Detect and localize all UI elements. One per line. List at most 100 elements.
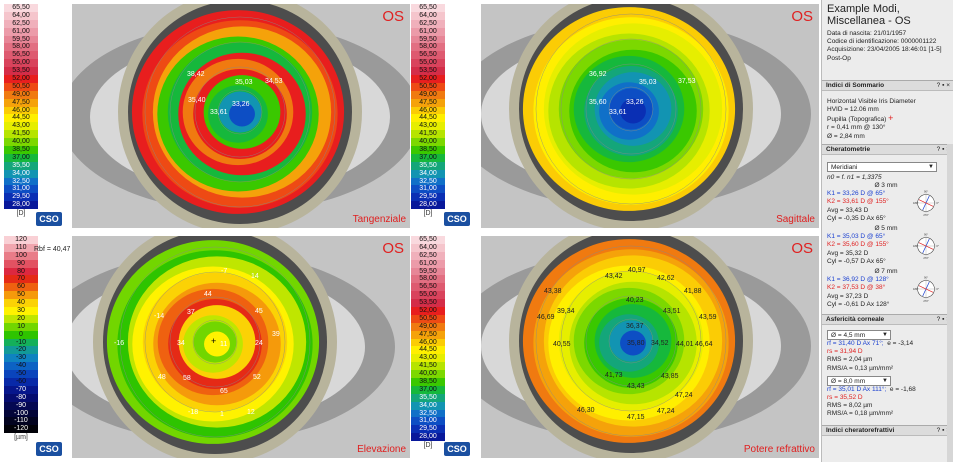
scale-step: 53,50: [4, 67, 38, 76]
rms-value: RMS = 2,04 µm: [827, 356, 873, 364]
cyl-value: Cyl = -0,35 D Ax 65°: [827, 214, 886, 222]
keratometry-zone: Ø 7 mm K1 = 36,92 D @ 128° K2 = 37,53 D …: [827, 268, 945, 311]
grid-circle: [169, 296, 261, 388]
refractive-power-map[interactable]: 43,42 40,97 42,62 43,38 41,88 39,34 40,23 43,51…: [481, 236, 819, 458]
cyl-value: Cyl = -0,61 D Ax 128°: [827, 300, 890, 308]
map-value: 33,26: [232, 101, 250, 108]
map-value: 37,53: [678, 78, 696, 85]
grid-circle: [535, 245, 727, 437]
keratometry-zone: Ø 5 mm K1 = 35,03 D @ 65° K2 = 35,60 D @…: [827, 225, 945, 268]
section-controls[interactable]: ? ▪ ×: [936, 81, 950, 89]
map-value: 37: [187, 309, 195, 316]
map-value: 48: [158, 374, 166, 381]
scale-step: -20: [4, 346, 38, 355]
map-value: 42,62: [657, 275, 675, 282]
section-controls[interactable]: ? ▪ ×: [936, 426, 950, 434]
tangential-map[interactable]: 38,42 35,03 34,53 35,40 33,26 33,61 OS Tangenzi…: [72, 4, 410, 228]
zone-diameter-select[interactable]: Ø = 8,0 mm ▼: [827, 375, 891, 386]
section-controls[interactable]: ? ▪ ×: [936, 145, 950, 153]
cso-logo: CSO: [36, 442, 62, 456]
color-zone: [620, 330, 646, 356]
map-value: 47,24: [657, 408, 675, 415]
patient-id: Codice di identificazione: 0000001122: [827, 38, 937, 46]
scale-step: 28,00: [4, 201, 38, 210]
scale-step: 55,00: [411, 59, 445, 68]
scale-step: 46,00: [411, 338, 445, 347]
zone-diameter-select[interactable]: Ø = 4,5 mm ▼: [827, 330, 891, 341]
scale-step: 43,00: [411, 122, 445, 131]
map-value: 43,59: [699, 314, 717, 321]
map-value: 44: [204, 291, 212, 298]
scale-step: 43,00: [4, 122, 38, 131]
avg-value: Avg = 37,23 D: [827, 292, 869, 300]
apex-marker-icon: +: [211, 336, 216, 346]
k1-value: K1 = 35,03 D @ 65°: [827, 233, 886, 241]
scale-step: 49,00: [4, 90, 38, 99]
scale-step: 59,50: [411, 267, 445, 276]
section-controls[interactable]: ? ▪ ×: [936, 316, 950, 324]
scale-step: 30: [4, 307, 38, 315]
scale-step: 49,00: [411, 322, 445, 331]
cso-logo: CSO: [444, 442, 470, 456]
scale-step: 58,00: [411, 43, 445, 52]
grid-circle: [608, 86, 654, 132]
pupil-marker-icon: +: [888, 113, 894, 124]
scale-step: 34,00: [411, 169, 445, 178]
map-value: 52: [253, 374, 261, 381]
cso-logo: CSO: [36, 212, 62, 226]
zone-diameter: Ø 7 mm: [874, 268, 898, 276]
scale-step: 38,50: [4, 146, 38, 154]
elevation-map[interactable]: -7 14 44 -14 37 45 39 -16 34 11 24 48 58 52 65 -18 1 12 + O…: [72, 236, 410, 458]
scale-step: 40,00: [411, 138, 445, 147]
scale-step: 34,00: [4, 169, 38, 178]
scale-step: 59,50: [411, 35, 445, 44]
map-type-label: Potere refrattivo: [743, 444, 815, 455]
rf-value: rf = 35,01 D Ax 111°;: [827, 385, 887, 393]
scale-step: 55,00: [411, 291, 445, 300]
scale-step: 32,50: [411, 409, 445, 418]
scale-unit: [D]: [423, 442, 433, 450]
scale-step: 29,50: [411, 425, 445, 434]
hvid-value: HVID = 12.06 mm: [827, 106, 879, 114]
color-zone: [204, 331, 230, 357]
scale-step: 46,00: [411, 106, 445, 115]
scale-step: 90: [4, 259, 38, 268]
scale-step: 41,50: [4, 130, 38, 139]
map-value: 14: [251, 273, 259, 280]
scale-step: 50,50: [411, 82, 445, 91]
scale-step: 65,50: [411, 4, 445, 12]
keratometry-section-header[interactable]: Cheratometrie ? ▪ ×: [822, 143, 953, 155]
scale-step: 64,00: [411, 11, 445, 20]
scale-step: 37,00: [411, 153, 445, 162]
asphericity-section-header[interactable]: Asfericità corneale ? ▪ ×: [822, 314, 953, 326]
panel-scrollbar[interactable]: [947, 144, 953, 462]
scale-step: -30: [4, 354, 38, 363]
grid-circle: [169, 41, 311, 183]
grid-circle: [217, 89, 263, 135]
scale-step: 10: [4, 322, 38, 331]
map-value: 1: [220, 411, 224, 418]
zone-diameter: Ø 5 mm: [874, 225, 898, 233]
k2-value: K2 = 35,60 D @ 155°: [827, 241, 889, 249]
map-value: 35,03: [235, 79, 253, 86]
map-type-label: Elevazione: [357, 444, 406, 455]
scale-step: -40: [4, 362, 38, 371]
rs-value: rs = 31,94 D: [827, 348, 863, 356]
axis-diagram-icon: 90° 270° 0° 180°: [913, 276, 939, 302]
map-value: 45: [255, 308, 263, 315]
map-value: 11: [220, 341, 227, 348]
scale-step: 37,00: [411, 385, 445, 394]
scale-step: 56,50: [411, 51, 445, 60]
scale-step: -110: [4, 417, 38, 426]
scale-step: -100: [4, 409, 38, 418]
svg-text:180°: 180°: [913, 244, 918, 248]
map-value: 36,37: [626, 323, 644, 330]
sagittal-map[interactable]: 36,92 35,03 37,53 35,60 33,26 33,61 OS Sagittal…: [481, 4, 819, 228]
scale-step: 56,50: [4, 51, 38, 60]
keratorefractive-section-header[interactable]: Indici cheratorefrattivi ? ▪ ×: [822, 424, 953, 436]
scale-step: 110: [4, 243, 38, 252]
summary-section-header[interactable]: Indici di Sommario ? ▪ ×: [822, 79, 953, 91]
acquisition-date: Acquisizione: 23/04/2005 18:46:01 [1-5]: [827, 46, 942, 54]
scale-step: 62,50: [411, 251, 445, 260]
keratometry-mode-select[interactable]: Meridiani ▼: [827, 161, 937, 172]
